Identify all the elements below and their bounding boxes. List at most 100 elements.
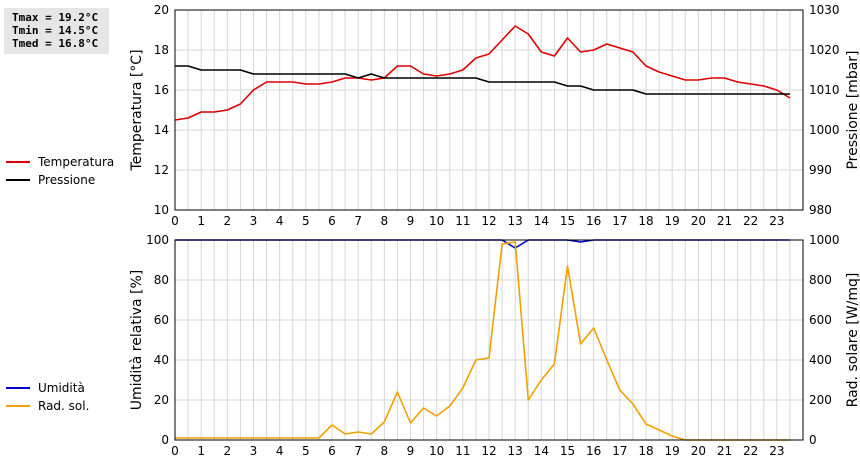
y-tick-label-right: 1000 (809, 233, 840, 247)
x-tick-label: 21 (717, 214, 732, 228)
x-tick-label: 7 (354, 444, 362, 458)
y-tick-label-right: 0 (809, 433, 817, 447)
x-tick-label: 7 (354, 214, 362, 228)
x-tick-label: 5 (302, 444, 310, 458)
x-tick-label: 8 (381, 444, 389, 458)
legend-top: Temperatura Pressione (6, 153, 114, 189)
plot-frame (174, 239, 804, 441)
legend-item-temperatura: Temperatura (6, 153, 114, 171)
y-tick-label-right: 1020 (809, 43, 840, 57)
x-tick-label: 21 (717, 444, 732, 458)
legend-swatch-pressione (6, 179, 30, 181)
x-tick-label: 18 (638, 444, 653, 458)
x-tick-label: 15 (560, 444, 575, 458)
y-tick-label-left: 100 (146, 233, 169, 247)
x-tick-label: 1 (197, 444, 205, 458)
y-tick-label-right: 200 (809, 393, 832, 407)
x-tick-label: 23 (769, 214, 784, 228)
y-tick-label-right: 990 (809, 163, 832, 177)
y-axis-title-left: Temperatura [°C] (129, 49, 145, 171)
y-tick-label-left: 10 (154, 203, 169, 217)
stats-box: Tmax = 19.2°C Tmin = 14.5°C Tmed = 16.8°… (4, 8, 109, 54)
series-line-temperatura (174, 25, 791, 121)
x-tick-label: 4 (276, 214, 284, 228)
x-tick-label: 22 (743, 214, 758, 228)
y-tick-label-left: 40 (154, 353, 169, 367)
x-tick-label: 6 (328, 214, 336, 228)
legend-item-pressione: Pressione (6, 171, 114, 189)
tmin-label: Tmin = 14.5°C (12, 24, 99, 37)
y-axis-title-right: Pressione [mbar] (845, 50, 860, 169)
x-tick-label: 13 (508, 214, 523, 228)
legend-bottom: Umidità Rad. sol. (6, 379, 89, 415)
y-tick-label-right: 800 (809, 273, 832, 287)
y-tick-label-left: 20 (154, 3, 169, 17)
y-tick-label-right: 1010 (809, 83, 840, 97)
x-tick-label: 10 (429, 214, 444, 228)
y-tick-label-right: 1030 (809, 3, 840, 17)
y-axis-title-left: Umidità relativa [%] (129, 270, 145, 411)
y-tick-label-left: 80 (154, 273, 169, 287)
x-tick-label: 19 (665, 214, 680, 228)
y-tick-label-right: 980 (809, 203, 832, 217)
legend-label-rad-sol: Rad. sol. (38, 399, 90, 413)
x-tick-label: 20 (691, 444, 706, 458)
plot-frame (174, 9, 804, 211)
x-tick-label: 12 (481, 214, 496, 228)
x-tick-label: 11 (455, 444, 470, 458)
series-line-rad_sol (175, 241, 790, 441)
x-tick-label: 20 (691, 214, 706, 228)
x-tick-label: 17 (612, 214, 627, 228)
y-tick-label-left: 14 (154, 123, 169, 137)
y-tick-label-left: 18 (154, 43, 169, 57)
series-line-umidita (175, 239, 790, 249)
x-tick-label: 18 (638, 214, 653, 228)
legend-label-temperatura: Temperatura (38, 155, 115, 169)
x-tick-label: 0 (171, 444, 179, 458)
x-tick-label: 23 (769, 444, 784, 458)
x-tick-label: 19 (665, 444, 680, 458)
x-tick-label: 14 (534, 214, 549, 228)
x-tick-label: 9 (407, 214, 415, 228)
legend-label-pressione: Pressione (38, 173, 96, 187)
y-axis-title-right: Rad. solare [W/mq] (845, 273, 860, 408)
legend-label-umidita: Umidità (38, 381, 85, 395)
x-tick-label: 1 (197, 214, 205, 228)
tmax-label: Tmax = 19.2°C (12, 11, 99, 24)
x-tick-label: 12 (481, 444, 496, 458)
y-tick-label-left: 12 (154, 163, 169, 177)
x-tick-label: 5 (302, 214, 310, 228)
y-tick-label-left: 16 (154, 83, 169, 97)
x-tick-label: 11 (455, 214, 470, 228)
x-tick-label: 0 (171, 214, 179, 228)
y-tick-label-left: 20 (154, 393, 169, 407)
x-tick-label: 17 (612, 444, 627, 458)
y-tick-label-right: 1000 (809, 123, 840, 137)
x-tick-label: 3 (250, 214, 258, 228)
series-line-pressione (175, 65, 790, 95)
legend-item-umidita: Umidità (6, 379, 89, 397)
y-tick-label-left: 0 (161, 433, 169, 447)
x-tick-label: 2 (224, 214, 232, 228)
x-tick-label: 13 (508, 444, 523, 458)
legend-swatch-temperatura (6, 161, 30, 163)
x-tick-label: 15 (560, 214, 575, 228)
y-tick-label-right: 600 (809, 313, 832, 327)
y-tick-label-right: 400 (809, 353, 832, 367)
x-tick-label: 2 (224, 444, 232, 458)
x-tick-label: 14 (534, 444, 549, 458)
tmed-label: Tmed = 16.8°C (12, 37, 99, 50)
x-tick-label: 9 (407, 444, 415, 458)
x-tick-label: 16 (586, 214, 601, 228)
x-tick-label: 16 (586, 444, 601, 458)
legend-item-rad-sol: Rad. sol. (6, 397, 89, 415)
x-tick-label: 8 (381, 214, 389, 228)
legend-swatch-rad-sol (6, 405, 30, 407)
x-tick-label: 10 (429, 444, 444, 458)
y-tick-label-left: 60 (154, 313, 169, 327)
x-tick-label: 4 (276, 444, 284, 458)
x-tick-label: 22 (743, 444, 758, 458)
x-tick-label: 3 (250, 444, 258, 458)
x-tick-label: 6 (328, 444, 336, 458)
